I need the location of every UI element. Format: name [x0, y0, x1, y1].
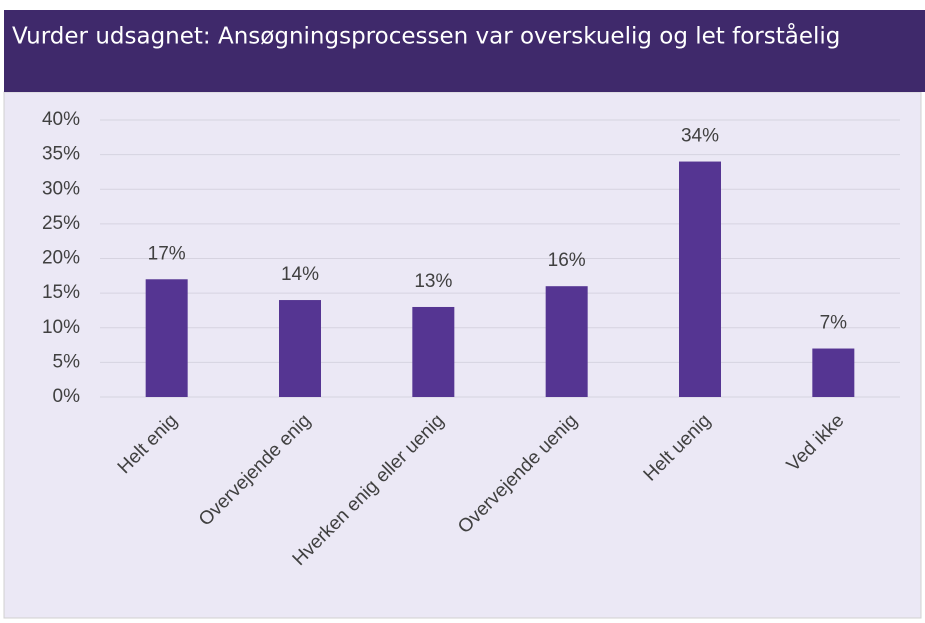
y-tick-label: 0%: [53, 386, 81, 407]
y-tick-label: 20%: [42, 248, 80, 269]
bar: [679, 161, 721, 397]
bar: [812, 348, 855, 397]
data-label: 34%: [681, 126, 719, 147]
bar: [279, 300, 321, 397]
bar: [145, 279, 188, 397]
chart-title: Vurder udsagnet: Ansøgningsprocessen var…: [12, 22, 840, 50]
bar: [412, 306, 455, 397]
y-tick-label: 10%: [42, 317, 80, 338]
y-tick-label: 40%: [42, 109, 80, 130]
y-tick-label: 25%: [42, 213, 80, 234]
y-tick-label: 35%: [42, 144, 80, 165]
bar: [545, 286, 588, 397]
data-label: 17%: [148, 243, 186, 264]
y-tick-label: 30%: [42, 178, 80, 199]
y-tick-label: 5%: [53, 351, 81, 372]
data-label: 16%: [548, 250, 586, 271]
y-tick-label: 15%: [42, 282, 80, 303]
plot-background: [3, 91, 922, 619]
data-label: 13%: [414, 271, 452, 292]
data-label: 7%: [820, 313, 848, 334]
title-banner: [4, 10, 925, 92]
data-label: 14%: [281, 264, 319, 285]
